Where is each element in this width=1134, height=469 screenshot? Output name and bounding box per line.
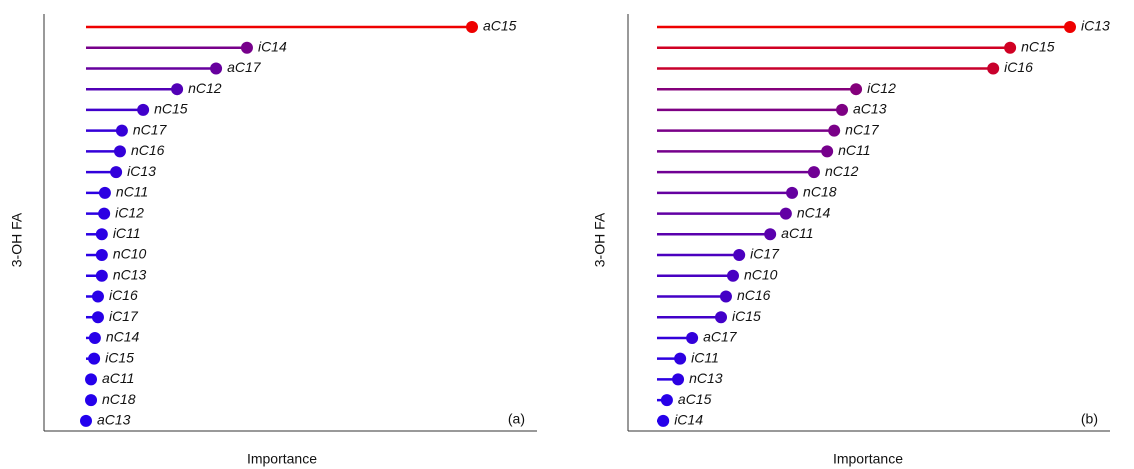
point-label: iC12 [867, 80, 896, 96]
dot [95, 249, 108, 262]
dot [674, 352, 687, 365]
dot [240, 41, 253, 54]
dot [779, 207, 792, 220]
point-label: nC18 [102, 391, 136, 407]
point-label: iC11 [691, 349, 719, 365]
dot [88, 331, 101, 344]
dot [836, 103, 849, 116]
point-label: aC11 [102, 370, 134, 386]
dot [715, 311, 728, 324]
dot [91, 311, 104, 324]
point-label: iC17 [750, 246, 780, 262]
point-label: iC15 [105, 349, 134, 365]
dot [115, 124, 128, 137]
point-label: iC14 [258, 38, 287, 54]
dot [171, 83, 184, 96]
dot [95, 269, 108, 282]
dot [1004, 41, 1017, 54]
point-label: aC17 [703, 329, 738, 345]
dot [85, 373, 98, 386]
dot [828, 124, 841, 137]
point-label: iC12 [115, 204, 144, 220]
dot [719, 290, 732, 303]
dot [98, 186, 111, 199]
point-label: aC13 [97, 412, 131, 428]
dot [686, 331, 699, 344]
dot [657, 414, 670, 427]
panel-label: (a) [508, 411, 525, 427]
point-label: nC12 [188, 80, 222, 96]
point-label: nC10 [113, 246, 147, 262]
point-label: nC11 [116, 184, 148, 200]
point-label: nC17 [133, 121, 168, 137]
dot [786, 186, 799, 199]
dot [726, 269, 739, 282]
dot [95, 228, 108, 241]
point-label: iC16 [109, 287, 138, 303]
dot [113, 145, 126, 158]
point-label: nC14 [797, 204, 831, 220]
point-label: iC13 [1081, 18, 1110, 34]
point-label: aC15 [678, 391, 712, 407]
dot [98, 207, 111, 220]
point-label: nC14 [106, 329, 140, 345]
point-label: aC13 [853, 101, 887, 117]
dot [733, 249, 746, 262]
point-label: nC13 [689, 370, 723, 386]
y-axis-label: 3-OH FA [9, 212, 25, 267]
point-label: nC13 [113, 266, 147, 282]
point-label: nC12 [825, 163, 859, 179]
point-label: aC17 [227, 59, 262, 75]
point-label: aC11 [781, 225, 813, 241]
dot [137, 103, 150, 116]
point-label: nC17 [845, 121, 880, 137]
point-label: nC16 [737, 287, 771, 303]
point-label: iC15 [732, 308, 761, 324]
dot [85, 394, 98, 407]
point-label: iC13 [127, 163, 156, 179]
panel-label: (b) [1081, 411, 1098, 427]
point-label: nC18 [803, 184, 837, 200]
point-label: iC16 [1004, 59, 1033, 75]
dot [850, 83, 863, 96]
dot [210, 62, 223, 75]
dot [1064, 21, 1076, 33]
dot [764, 228, 777, 241]
point-label: nC15 [154, 101, 188, 117]
dot [110, 166, 123, 179]
dot [91, 290, 104, 303]
point-label: iC14 [674, 412, 703, 428]
dot [821, 145, 834, 158]
dot [88, 352, 101, 365]
point-label: nC11 [838, 142, 870, 158]
point-label: iC17 [109, 308, 139, 324]
point-label: nC16 [131, 142, 165, 158]
y-axis-label: 3-OH FA [592, 212, 608, 267]
point-label: nC10 [744, 266, 778, 282]
x-axis-label: Importance [833, 451, 903, 467]
point-label: iC11 [113, 225, 141, 241]
dot [672, 373, 685, 386]
dot [660, 394, 673, 407]
point-label: nC15 [1021, 38, 1055, 54]
dot [987, 62, 1000, 75]
x-axis-label: Importance [247, 451, 317, 467]
dot [807, 166, 820, 179]
dot [80, 414, 92, 427]
dot [466, 21, 478, 33]
point-label: aC15 [483, 18, 517, 34]
